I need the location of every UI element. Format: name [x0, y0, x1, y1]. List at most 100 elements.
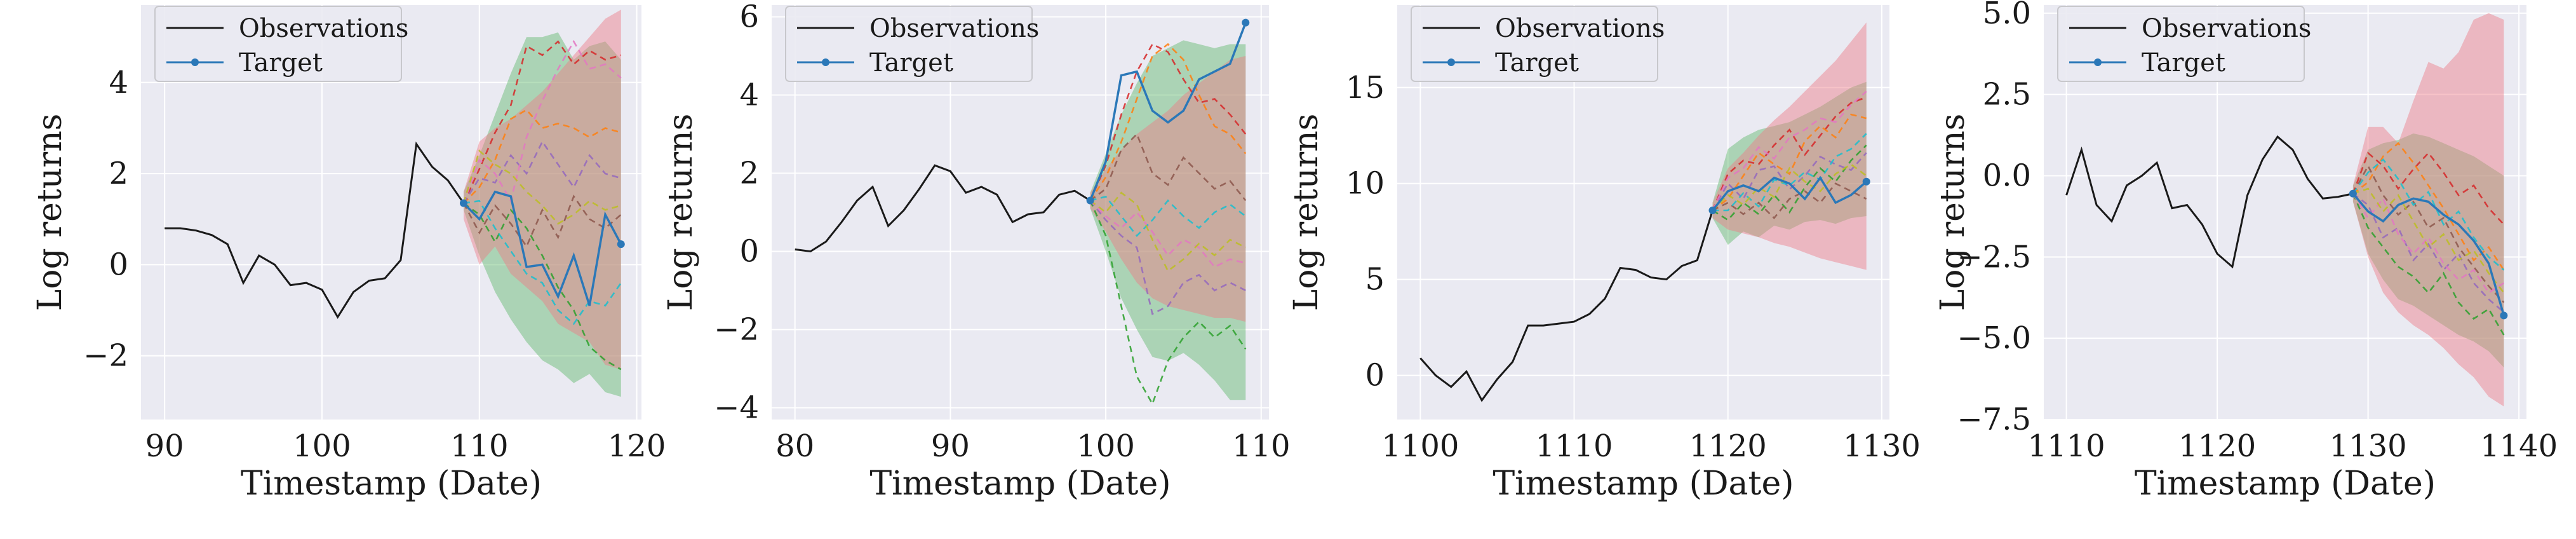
y-tick-label: 0.0 [1983, 158, 2031, 193]
sample-path-6 [1089, 200, 1246, 268]
x-axis-label: Timestamp (Date) [1493, 465, 1794, 503]
chart-panel-4: 1110 1120 1130 1140 −7.5 −5.0 −2.5 0.0 2.5 5.0 Tim… [1934, 0, 2558, 503]
legend-target-marker [1447, 58, 1455, 66]
y-tick-label: 0 [739, 234, 759, 270]
sample-path-3 [1712, 144, 1867, 221]
legend-observations-label: Observations [2142, 14, 2311, 43]
sample-path-5 [1089, 132, 1247, 201]
confidence-band-1 [464, 32, 621, 397]
legend-target-label: Target [239, 48, 323, 78]
y-tick-label: 0 [109, 247, 128, 282]
sample-path-1 [462, 40, 622, 204]
confidence-band-2 [1090, 56, 1246, 322]
legend: Observations Target [785, 6, 1039, 82]
y-tick-label: −4 [714, 390, 759, 426]
y-tick-label: 2 [739, 155, 759, 191]
target-line [1089, 22, 1247, 201]
y-tick-label: 10 [1346, 166, 1385, 201]
target-point [459, 199, 467, 207]
x-tick-label: 1140 [2480, 428, 2558, 464]
target-point [1708, 206, 1717, 214]
x-axis-label: Timestamp (Date) [2135, 465, 2436, 503]
sample-path-8 [1712, 163, 1867, 211]
y-tick-label: −2.5 [1957, 239, 2031, 275]
sample-path-7 [463, 200, 622, 325]
sample-path-1 [1712, 96, 1867, 211]
target-point [2500, 311, 2508, 320]
confidence-band-1 [1090, 40, 1246, 400]
x-tick-label: 1130 [2330, 428, 2407, 464]
sample-path-8 [1089, 191, 1246, 273]
y-axis-label: Log returns [31, 114, 69, 311]
x-tick-label: 90 [931, 428, 970, 464]
y-tick-label: 6 [739, 0, 759, 34]
confidence-band-2 [2352, 13, 2504, 407]
legend-target-marker [2094, 58, 2102, 66]
y-tick-label: −5.0 [1957, 320, 2031, 356]
x-tick-label: 100 [293, 428, 351, 464]
target-line [2352, 193, 2506, 316]
target-line [462, 190, 622, 306]
legend-observations-label: Observations [239, 14, 408, 43]
x-tick-label: 110 [1232, 428, 1291, 464]
x-axis-label: Timestamp (Date) [869, 465, 1171, 503]
sample-path-6 [462, 39, 622, 204]
legend-target-marker [191, 58, 199, 66]
target-point [1086, 196, 1094, 205]
chart-panel-1: 90 100 110 120 −2 0 2 4 Timestamp (Date) Log retu… [31, 5, 666, 503]
y-tick-label: 4 [739, 77, 759, 113]
plot-content [164, 10, 625, 397]
sample-path-7 [1090, 195, 1247, 237]
sample-path-3 [463, 202, 622, 371]
x-axis-label: Timestamp (Date) [241, 465, 542, 503]
x-tick-label: 1120 [1689, 428, 1767, 464]
y-tick-label: 2.5 [1983, 77, 2031, 113]
y-tick-label: 15 [1346, 70, 1385, 106]
y-tick-label: −2 [83, 338, 128, 374]
target-line [1712, 175, 1867, 212]
x-tick-label: 90 [145, 428, 184, 464]
observations-line [1419, 210, 1714, 402]
y-tick-label: 5 [1365, 262, 1385, 297]
legend-target-label: Target [869, 48, 953, 78]
sample-path-3 [1089, 200, 1247, 406]
x-tick-label: 80 [775, 428, 814, 464]
sample-path-7 [1712, 133, 1867, 212]
target-point [2349, 189, 2357, 198]
chart-panel-2: 80 90 100 110 −4 −2 0 2 4 6 Timestamp (Date) Log re… [662, 0, 1291, 503]
x-tick-label: 1110 [1535, 428, 1613, 464]
sample-path-5 [1712, 182, 1867, 220]
x-tick-label: 1130 [1843, 428, 1921, 464]
legend-observations-label: Observations [869, 14, 1039, 43]
legend: Observations Target [2057, 6, 2311, 82]
confidence-band-1 [1712, 81, 1867, 245]
y-tick-label: 4 [109, 65, 128, 100]
plot-content [1419, 22, 1870, 402]
sample-path-6 [1712, 90, 1867, 211]
sample-path-7 [2352, 158, 2505, 271]
sample-path-4 [1089, 200, 1246, 315]
sample-path-4 [2352, 193, 2505, 313]
plot-content [795, 18, 1250, 406]
legend-observations-label: Observations [1495, 14, 1665, 43]
y-tick-label: −2 [714, 312, 759, 348]
sample-path-2 [1089, 43, 1247, 201]
legend-target-label: Target [1495, 48, 1579, 78]
sample-path-2 [2352, 142, 2505, 271]
y-axis-label: Log returns [1287, 114, 1325, 311]
observations-line [164, 141, 465, 319]
legend: Observations Target [1411, 6, 1665, 82]
sample-path-1 [2352, 151, 2505, 226]
sample-path-8 [462, 149, 622, 225]
y-tick-label: 2 [109, 156, 128, 191]
observations-line [2065, 135, 2354, 269]
chart-panel-3: 1100 1110 1120 1130 0 5 10 15 Timestamp (Date) Lo… [1287, 5, 1921, 503]
legend-target-marker [822, 58, 829, 66]
target-point [1862, 177, 1870, 186]
confidence-band-1 [2352, 133, 2504, 368]
x-tick-label: 120 [608, 428, 666, 464]
target-point [1242, 18, 1250, 27]
y-tick-label: 5.0 [1983, 0, 2031, 31]
x-tick-label: 110 [450, 428, 509, 464]
